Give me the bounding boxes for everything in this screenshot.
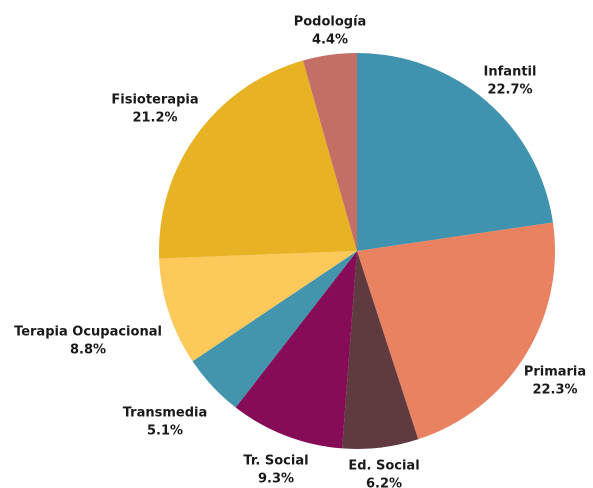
pie-slice [159,251,357,362]
slice-label: Tr. Social [243,454,308,469]
slice-value: 5.1% [147,424,183,439]
slice-value: 21.2% [132,111,177,126]
pie-slice [235,251,357,449]
slice-label: Primaria [524,365,586,380]
slice-label: Podología [294,15,367,30]
pie-slice [357,222,555,440]
pie-slice [357,53,553,251]
slice-value: 4.4% [312,33,348,48]
slice-value: 6.2% [366,477,402,488]
slice-value: 22.3% [532,383,577,398]
slice-label: Terapia Ocupacional [14,325,162,340]
slice-value: 9.3% [258,472,294,487]
slice-label: Transmedia [123,406,208,421]
slice-value: 22.7% [487,83,532,98]
pie-slice [159,60,357,259]
pie-slice [192,251,357,408]
slice-label: Infantil [484,65,537,80]
pie-slice [342,251,419,450]
slice-label: Fisioterapia [111,93,198,108]
pie-slice [302,53,357,251]
slice-label: Ed. Social [348,459,419,474]
slice-value: 8.8% [70,343,106,358]
